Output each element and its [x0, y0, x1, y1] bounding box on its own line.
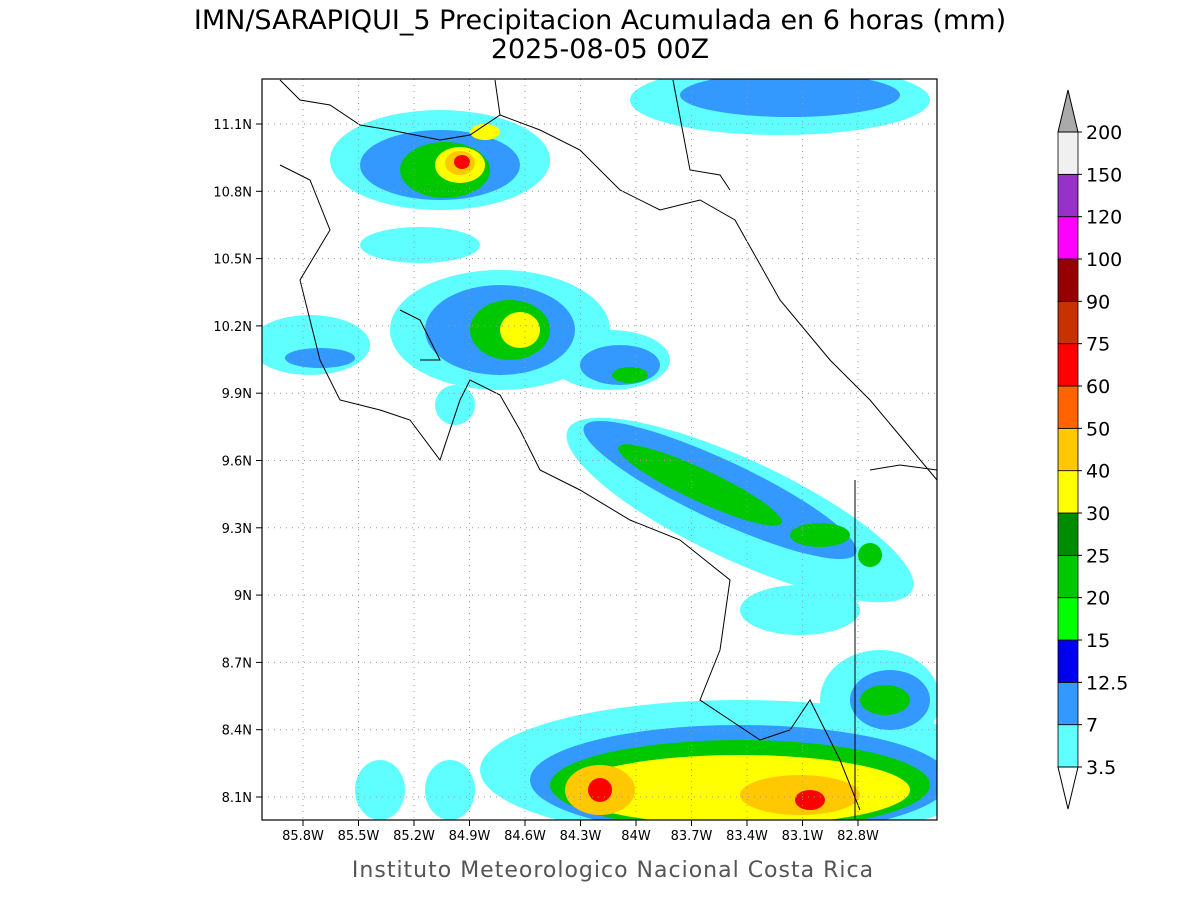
- colorbar-label: 7: [1086, 715, 1098, 737]
- colorbar-label: 120: [1086, 207, 1122, 229]
- colorbar-label: 30: [1086, 503, 1110, 525]
- colorbar-label: 50: [1086, 418, 1110, 440]
- colorbar-label: 200: [1086, 122, 1122, 144]
- colorbar-label: 25: [1086, 545, 1110, 567]
- lat-tick-label: 11.1N: [213, 118, 252, 133]
- colorbar-band: [1057, 216, 1079, 260]
- colorbar-over: [1057, 89, 1079, 133]
- colorbar-band: [1057, 681, 1079, 726]
- lat-tick-label: 9N: [234, 589, 252, 604]
- lat-tick-label: 9.6N: [222, 455, 252, 470]
- colorbar-band: [1057, 724, 1079, 768]
- lat-tick-label: 10.8N: [213, 185, 252, 200]
- colorbar-label: 40: [1086, 461, 1110, 483]
- lat-tick-label: 10.5N: [213, 253, 252, 268]
- colorbar-band: [1057, 597, 1079, 641]
- precip-field: [262, 79, 937, 820]
- lon-tick-label: 83.4W: [726, 829, 768, 844]
- colorbar-band: [1057, 512, 1079, 556]
- colorbar-band: [1057, 427, 1079, 472]
- subtitle: 2025-08-05 00Z: [491, 34, 709, 65]
- colorbar-band: [1057, 300, 1079, 345]
- colorbar-band: [1057, 385, 1079, 429]
- lon-tick-label: 84.9W: [449, 829, 491, 844]
- colorbar-band: [1057, 131, 1079, 175]
- colorbar-label: 60: [1086, 376, 1110, 398]
- footer: Instituto Meteorologico Nacional Costa R…: [352, 858, 874, 883]
- lat-tick-label: 10.2N: [213, 320, 252, 335]
- lon-tick-label: 84.3W: [560, 829, 602, 844]
- lat-tick-label: 9.3N: [222, 522, 252, 537]
- colorbar-label: 75: [1086, 334, 1110, 356]
- colorbar-label: 100: [1086, 249, 1122, 271]
- colorbar-band: [1057, 173, 1079, 218]
- lat-tick-label: 9.9N: [222, 387, 252, 402]
- colorbar-label: 90: [1086, 291, 1110, 313]
- colorbar-band: [1057, 258, 1079, 302]
- lon-tick-label: 83.1W: [782, 829, 824, 844]
- colorbar-label: 3.5: [1086, 757, 1116, 779]
- lat-tick-label: 8.4N: [222, 724, 252, 739]
- colorbar-band: [1057, 470, 1079, 514]
- colorbar-band: [1057, 343, 1079, 387]
- lon-tick-label: 85.2W: [393, 829, 435, 844]
- lat-tick-label: 8.7N: [222, 656, 252, 671]
- colorbar-label: 150: [1086, 164, 1122, 186]
- lon-tick-label: 84.6W: [504, 829, 546, 844]
- lat-tick-label: 8.1N: [222, 791, 252, 806]
- colorbar-label: 15: [1086, 630, 1110, 652]
- lon-tick-label: 84W: [621, 829, 651, 844]
- colorbar-under: [1057, 766, 1079, 810]
- colorbar-label: 20: [1086, 588, 1110, 610]
- colorbar-band: [1057, 639, 1079, 683]
- title: IMN/SARAPIQUI_5 Precipitacion Acumulada …: [194, 5, 1006, 36]
- lon-tick-label: 85.5W: [338, 829, 380, 844]
- colorbar-band: [1057, 554, 1079, 599]
- lon-tick-label: 82.8W: [837, 829, 879, 844]
- lon-tick-label: 83.7W: [671, 829, 713, 844]
- lon-tick-label: 85.8W: [282, 829, 324, 844]
- plot-frame: [261, 78, 938, 821]
- colorbar-label: 12.5: [1086, 672, 1128, 694]
